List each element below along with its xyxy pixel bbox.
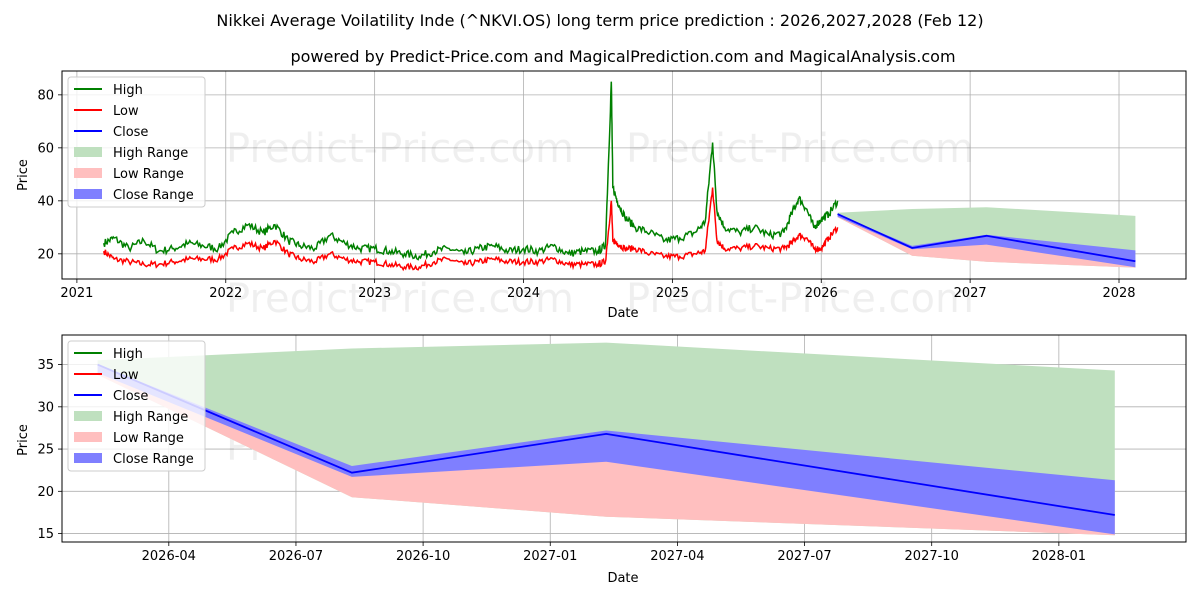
top-chart-panel: Predict-Price.com Predict-Price.com Pred… xyxy=(16,70,1187,322)
close-range-band xyxy=(837,214,1136,268)
legend-label-high-range: High Range xyxy=(113,410,188,425)
close-range-band xyxy=(97,364,1115,535)
top-legend: High Low Close High Range Low Range Close Ran… xyxy=(67,76,206,208)
legend-swatch-close-range xyxy=(74,453,102,463)
x-tick-label: 2026-04 xyxy=(142,549,196,564)
legend-label-high: High xyxy=(113,347,143,362)
y-tick-label: 80 xyxy=(37,88,54,103)
legend-label-low-range: Low Range xyxy=(113,167,184,182)
high-history-line xyxy=(102,81,839,261)
y-tick-label: 15 xyxy=(37,527,54,542)
legend-label-close: Close xyxy=(113,389,148,404)
x-tick-label: 2027-10 xyxy=(905,549,959,564)
y-tick-label: 30 xyxy=(37,400,54,415)
close-forecast-line xyxy=(837,213,1136,263)
bottom-plot-frame xyxy=(61,334,1187,543)
x-tick-label: 2021 xyxy=(60,286,93,301)
y-tick-label: 35 xyxy=(37,358,54,373)
legend-box xyxy=(67,340,206,472)
chart-subtitle: powered by Predict-Price.com and Magical… xyxy=(290,47,955,66)
bottom-legend: High Low Close High Range Low Range Close Ran… xyxy=(67,340,206,472)
x-tick-label: 2028-01 xyxy=(1032,549,1086,564)
top-y-axis-label: Price xyxy=(16,159,31,191)
x-tick-label: 2028 xyxy=(1102,286,1135,301)
x-tick-label: 2026-10 xyxy=(396,549,450,564)
legend-swatch-high-range xyxy=(74,147,102,157)
x-tick-label: 2022 xyxy=(209,286,242,301)
legend-label-close: Close xyxy=(113,125,148,140)
y-tick-label: 25 xyxy=(37,443,54,458)
legend-label-high-range: High Range xyxy=(113,146,188,161)
legend-label-close-range: Close Range xyxy=(113,452,194,467)
legend-label-low: Low xyxy=(113,368,139,383)
top-plot-frame xyxy=(61,70,1187,280)
x-tick-label: 2025 xyxy=(656,286,689,301)
legend-swatch-close-range xyxy=(74,189,102,199)
x-tick-label: 2027 xyxy=(954,286,987,301)
x-tick-label: 2027-01 xyxy=(523,549,577,564)
watermark: Predict-Price.com xyxy=(626,126,974,172)
legend-label-high: High xyxy=(113,83,143,98)
legend-swatch-low-range xyxy=(74,168,102,178)
y-tick-label: 20 xyxy=(37,485,54,500)
legend-swatch-low-range xyxy=(74,432,102,442)
legend-swatch-high-range xyxy=(74,411,102,421)
x-tick-label: 2023 xyxy=(358,286,391,301)
x-tick-label: 2027-04 xyxy=(650,549,704,564)
x-tick-label: 2027-07 xyxy=(777,549,831,564)
chart-title: Nikkei Average Voilatility Inde (^NKVI.O… xyxy=(216,11,983,30)
legend-label-low: Low xyxy=(113,104,139,119)
watermark: Predict-Price.com xyxy=(226,126,574,172)
legend-label-low-range: Low Range xyxy=(113,431,184,446)
watermark: Predict-Price.com xyxy=(626,276,974,322)
bottom-x-axis-label: Date xyxy=(607,571,638,586)
y-tick-label: 40 xyxy=(37,194,54,209)
x-tick-label: 2026-07 xyxy=(269,549,323,564)
x-tick-label: 2024 xyxy=(507,286,540,301)
legend-label-close-range: Close Range xyxy=(113,188,194,203)
bottom-y-axis-label: Price xyxy=(16,424,31,456)
close-forecast-line xyxy=(97,363,1115,516)
y-tick-label: 60 xyxy=(37,141,54,156)
watermark: Predict-Price.com xyxy=(226,276,574,322)
x-tick-label: 2026 xyxy=(805,286,838,301)
low-history-line xyxy=(102,187,839,272)
top-x-axis-label: Date xyxy=(607,306,638,321)
legend-box xyxy=(67,76,206,208)
y-tick-label: 20 xyxy=(37,247,54,262)
bottom-chart-panel: Predict-Price.com Predict-Price.com 2026… xyxy=(16,334,1187,586)
